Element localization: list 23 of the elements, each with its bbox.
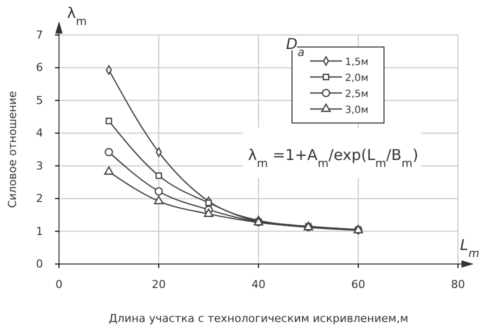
text: λ$_{m}$ [67,4,87,28]
legend-label: 1,5м [345,57,368,68]
x-tick-label: 0 [56,278,62,291]
text: L$_{m}$ [460,236,480,260]
y-tick-label: 4 [36,126,43,140]
y-tick-label: 2 [36,192,43,206]
y-axis-title: Силовое отношение [6,90,19,208]
legend-label: 3,0м [345,105,368,116]
y-tick-label: 0 [36,258,43,271]
x-axis-title: Длина участка с технологическим искривлением,м [108,312,408,325]
x-tick-label: 60 [351,278,366,291]
y-tick-label: 6 [36,61,43,74]
y-tick-label: 3 [36,159,43,172]
legend-label: 2,5м [345,89,368,100]
x-tick-label: 80 [451,278,465,291]
text: λ$_{m}$ =1+A$_{m}$/exp(L$_{m}$/B$_{m}$) [248,146,418,170]
y-tick-label: 1 [36,224,43,238]
legend-title: D$_{a}$ [286,35,305,58]
legend-label: 2,0м [345,73,368,84]
y-tick-label: 7 [36,28,43,42]
y-tick-label: 5 [36,94,43,107]
x-tick-label: 40 [252,278,266,291]
x-tick-label: 20 [152,278,166,291]
